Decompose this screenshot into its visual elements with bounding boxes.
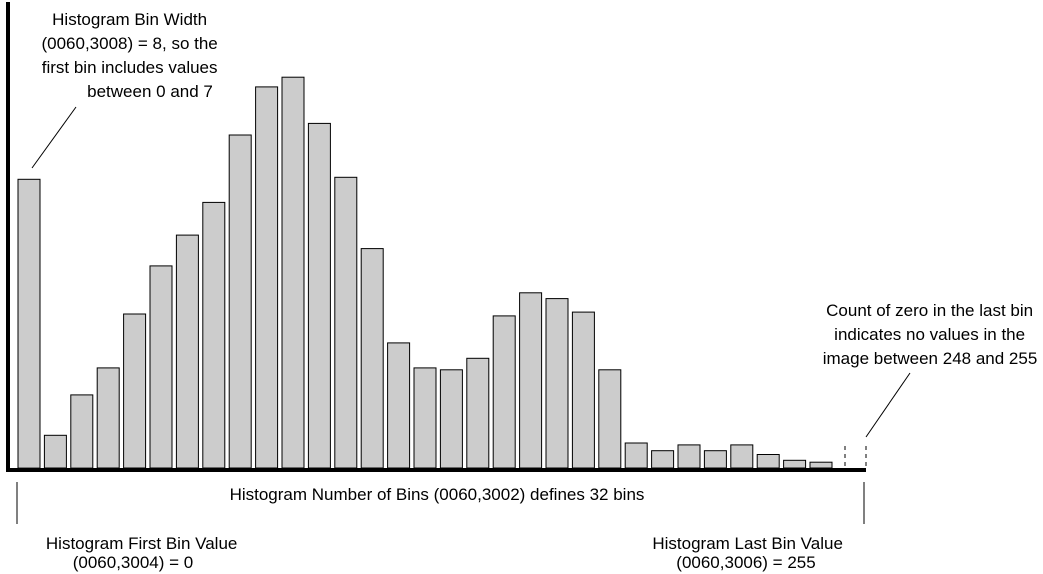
histogram-bar-20 bbox=[519, 292, 543, 469]
histogram-bar-22 bbox=[571, 311, 595, 469]
histogram-bar-5 bbox=[123, 313, 147, 469]
histogram-bar-30 bbox=[783, 459, 807, 469]
last-bin-value-annotation: Histogram Last Bin Value (0060,3006) = 2… bbox=[652, 534, 847, 572]
number-of-bins-label: Histogram Number of Bins (0060,3002) def… bbox=[230, 485, 645, 504]
bin-width-line-1: Histogram Bin Width bbox=[52, 10, 207, 29]
histogram-bar-19 bbox=[492, 315, 516, 469]
histogram-bar-1 bbox=[17, 178, 41, 469]
histogram-bar-8 bbox=[202, 201, 226, 469]
histogram-bar-13 bbox=[334, 176, 358, 469]
histogram-bar-7 bbox=[175, 234, 199, 469]
histogram-bar-14 bbox=[360, 248, 384, 469]
histogram-bar-27 bbox=[703, 450, 727, 469]
histogram-bar-6 bbox=[149, 265, 173, 469]
histogram-bar-10 bbox=[255, 86, 279, 469]
last-bin-line-1: Count of zero in the last bin bbox=[826, 301, 1033, 320]
last-bin-value-line-1: Histogram Last Bin Value bbox=[652, 534, 843, 553]
last-bin-line-2: indicates no values in the bbox=[834, 325, 1025, 344]
histogram-bar-15 bbox=[387, 342, 411, 469]
bin-width-line-4: between 0 and 7 bbox=[87, 82, 213, 101]
histogram-bar-9 bbox=[228, 134, 252, 469]
histogram-bar-3 bbox=[70, 394, 94, 469]
histogram-bar-25 bbox=[651, 450, 675, 469]
histogram-bar-28 bbox=[730, 444, 754, 469]
last-bin-value-line-2: (0060,3006) = 255 bbox=[676, 553, 815, 572]
last-bin-leader-line bbox=[865, 372, 911, 438]
histogram-bar-16 bbox=[413, 367, 437, 469]
histogram-bar-26 bbox=[677, 444, 701, 469]
bin-width-leader-line bbox=[31, 106, 77, 169]
histogram-bar-31 bbox=[809, 461, 833, 469]
histogram-bars bbox=[17, 76, 833, 469]
histogram-bar-23 bbox=[598, 369, 622, 469]
bin-width-line-2: (0060,3008) = 8, so the bbox=[41, 34, 217, 53]
last-bin-annotation: Count of zero in the last bin indicates … bbox=[823, 301, 1038, 368]
bin-width-annotation: Histogram Bin Width (0060,3008) = 8, so … bbox=[41, 10, 222, 101]
histogram-bar-11 bbox=[281, 76, 305, 469]
histogram-bar-24 bbox=[624, 442, 648, 469]
histogram-bar-12 bbox=[307, 122, 331, 469]
first-bin-value-line-2: (0060,3004) = 0 bbox=[73, 553, 194, 572]
histogram-bar-4 bbox=[96, 367, 120, 469]
first-bin-value-annotation: Histogram First Bin Value (0060,3004) = … bbox=[46, 534, 242, 572]
histogram-bar-29 bbox=[756, 454, 780, 469]
bin-width-line-3: first bin includes values bbox=[42, 58, 218, 77]
histogram-bar-18 bbox=[466, 357, 490, 469]
histogram-bar-21 bbox=[545, 298, 569, 469]
first-bin-value-line-1: Histogram First Bin Value bbox=[46, 534, 237, 553]
last-bin-line-3: image between 248 and 255 bbox=[823, 349, 1038, 368]
histogram-bar-2 bbox=[43, 434, 67, 469]
histogram-bar-17 bbox=[439, 369, 463, 469]
